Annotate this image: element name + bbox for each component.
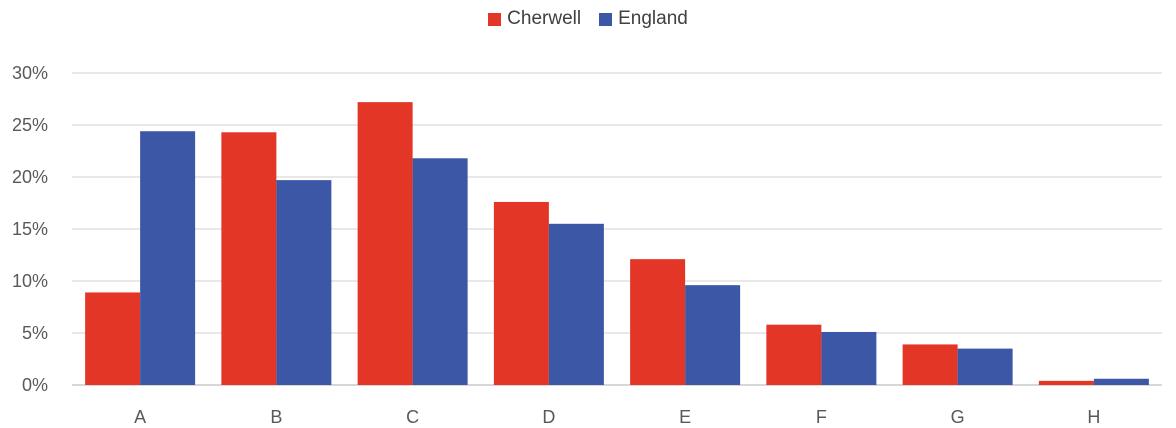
y-tick-label: 0%	[22, 375, 48, 395]
bar-england-d	[548, 223, 604, 385]
x-tick-label: G	[951, 407, 965, 427]
bar-cherwell-c	[357, 102, 413, 386]
x-axis-ticks: A B C D E F G H	[134, 407, 1100, 427]
legend-item-england: England	[599, 8, 688, 30]
bar-england-b	[276, 180, 332, 385]
chart-legend: Cherwell England	[0, 8, 1176, 30]
y-axis-ticks: 0% 5% 10% 15% 20% 25% 30%	[12, 63, 48, 395]
x-tick-label: B	[270, 407, 282, 427]
legend-swatch-cherwell	[488, 12, 502, 26]
bar-cherwell-b	[221, 132, 277, 385]
bar-cherwell-g	[902, 344, 958, 385]
x-tick-label: F	[816, 407, 827, 427]
x-tick-label: E	[679, 407, 691, 427]
y-tick-label: 25%	[12, 115, 48, 135]
bar-england-g	[957, 348, 1013, 385]
bar-cherwell-a	[85, 292, 141, 385]
y-tick-label: 10%	[12, 271, 48, 291]
bar-cherwell-f	[766, 324, 822, 385]
y-tick-label: 30%	[12, 63, 48, 83]
bar-cherwell-d	[493, 201, 549, 385]
y-tick-label: 15%	[12, 219, 48, 239]
bars	[85, 102, 1149, 386]
x-tick-label: H	[1087, 407, 1100, 427]
bar-cherwell-h	[1038, 380, 1094, 385]
bar-england-e	[685, 285, 741, 385]
bar-cherwell-e	[630, 259, 686, 385]
legend-swatch-england	[599, 12, 613, 26]
y-tick-label: 5%	[22, 323, 48, 343]
bar-england-h	[1093, 378, 1149, 385]
y-tick-label: 20%	[12, 167, 48, 187]
legend-item-cherwell: Cherwell	[488, 8, 581, 30]
bar-england-a	[140, 131, 196, 385]
x-tick-label: C	[406, 407, 419, 427]
legend-label-cherwell: Cherwell	[507, 8, 582, 29]
x-tick-label: A	[134, 407, 146, 427]
x-tick-label: D	[542, 407, 555, 427]
bar-england-f	[821, 331, 877, 385]
bar-england-c	[412, 158, 468, 385]
legend-label-england: England	[618, 8, 688, 29]
